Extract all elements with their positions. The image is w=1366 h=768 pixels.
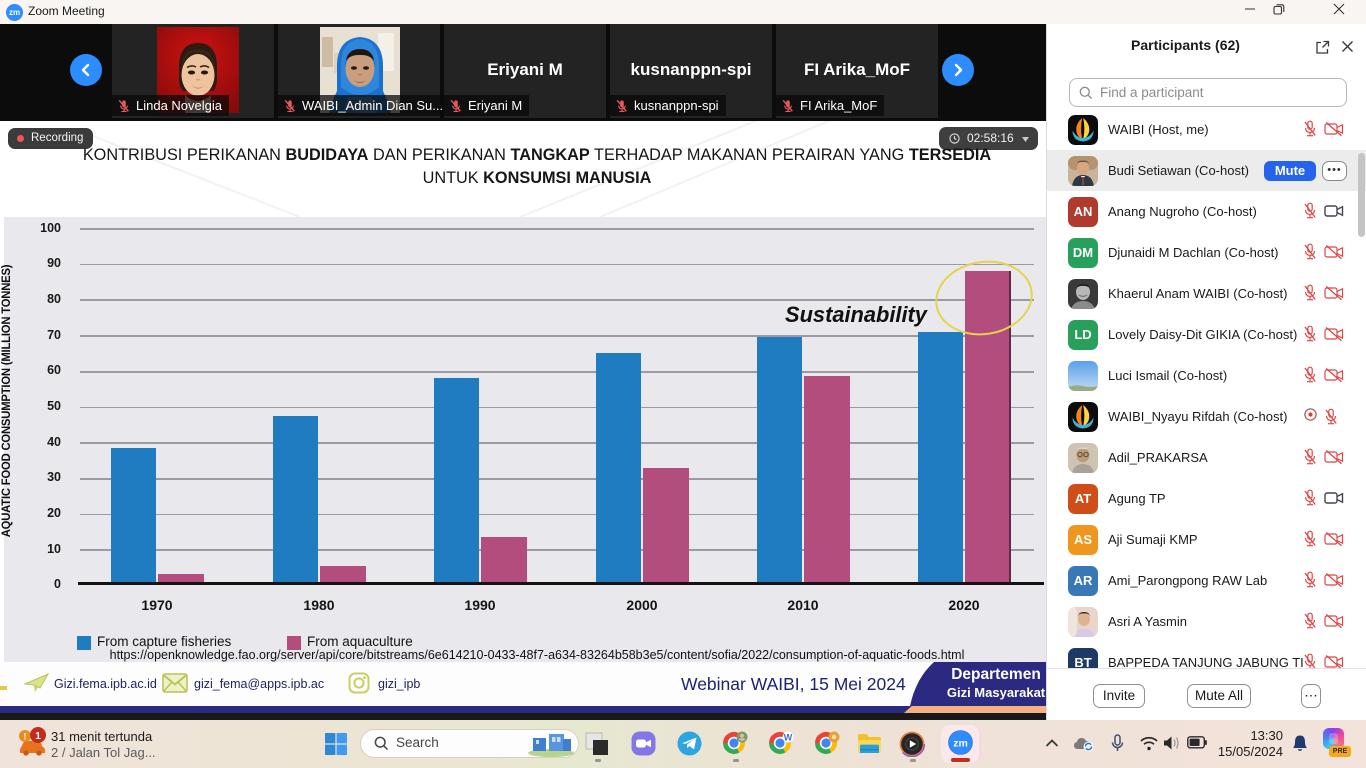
svg-text:!: ! xyxy=(23,731,26,742)
svg-text:zm: zm xyxy=(953,738,968,750)
svg-text:W: W xyxy=(784,732,793,742)
svg-text:1: 1 xyxy=(35,730,41,742)
